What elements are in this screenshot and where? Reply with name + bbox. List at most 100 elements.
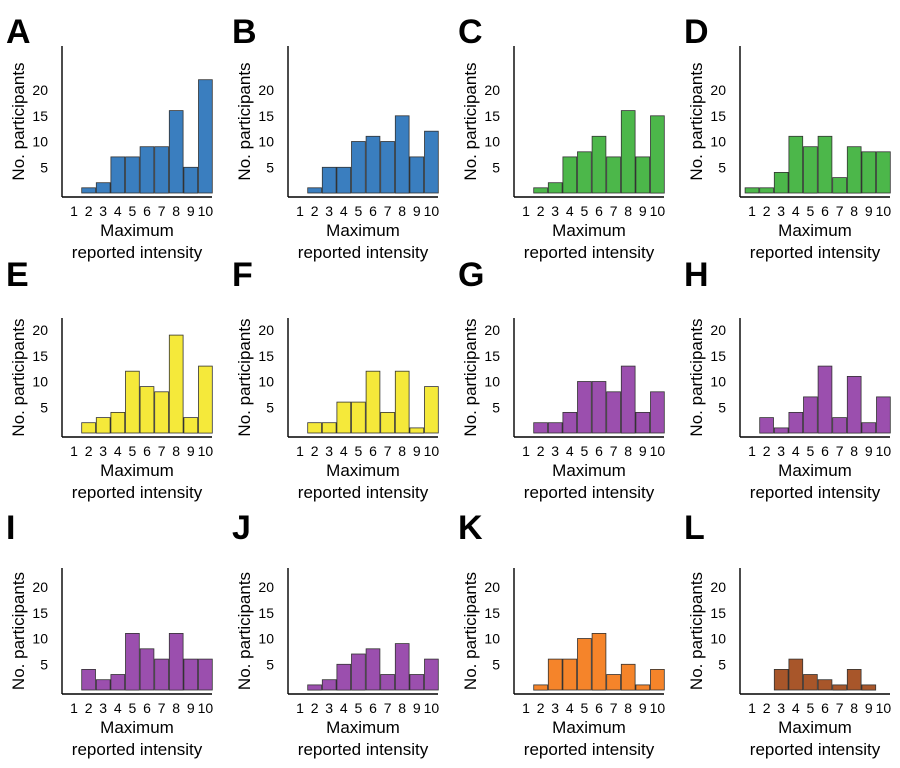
x-tick-label: 10 bbox=[876, 203, 892, 219]
x-tick-label: 4 bbox=[566, 203, 574, 219]
x-tick-label: 1 bbox=[748, 443, 756, 459]
y-tick-label: 20 bbox=[258, 82, 274, 98]
x-tick-label: 5 bbox=[129, 443, 137, 459]
x-tick-label: 5 bbox=[355, 700, 363, 716]
x-tick-label: 2 bbox=[537, 443, 545, 459]
bar-7 bbox=[832, 177, 847, 194]
bar-4 bbox=[788, 658, 804, 691]
y-tick-label: 5 bbox=[40, 656, 48, 672]
x-tick-label: 5 bbox=[807, 700, 815, 716]
bar-7 bbox=[380, 674, 395, 691]
x-tick-label: 9 bbox=[865, 203, 873, 219]
bar-10 bbox=[424, 386, 439, 434]
x-tick-label: 9 bbox=[865, 700, 873, 716]
bar-2 bbox=[759, 417, 774, 434]
bar-10 bbox=[198, 365, 213, 434]
bar-9 bbox=[409, 156, 425, 194]
x-tick-label: 8 bbox=[398, 443, 406, 459]
x-tick-label: 9 bbox=[413, 443, 421, 459]
x-tick-label: 3 bbox=[551, 443, 559, 459]
bar-10 bbox=[876, 151, 891, 194]
x-tick-label: 7 bbox=[158, 203, 166, 219]
x-tick-label: 10 bbox=[198, 203, 214, 219]
bar-8 bbox=[620, 663, 636, 691]
x-tick-label: 4 bbox=[340, 443, 348, 459]
bar-7 bbox=[606, 156, 621, 194]
y-axis-label: No. participants bbox=[235, 62, 254, 180]
bar-4 bbox=[336, 166, 352, 194]
x-tick-label: 5 bbox=[807, 203, 815, 219]
x-tick-label: 3 bbox=[551, 700, 559, 716]
y-axis-label: No. participants bbox=[687, 572, 706, 690]
x-tick-label: 6 bbox=[143, 700, 151, 716]
y-axis-label: No. participants bbox=[9, 62, 28, 180]
bar-2 bbox=[533, 187, 548, 194]
x-tick-label: 2 bbox=[311, 700, 319, 716]
x-tick-label: 8 bbox=[624, 700, 632, 716]
x-tick-label: 1 bbox=[522, 203, 530, 219]
y-tick-label: 15 bbox=[710, 605, 726, 621]
bar-6 bbox=[139, 146, 155, 194]
x-tick-label: 8 bbox=[398, 700, 406, 716]
x-tick-label: 8 bbox=[172, 700, 180, 716]
bar-3 bbox=[95, 417, 111, 434]
x-tick-label: 4 bbox=[566, 700, 574, 716]
bar-4 bbox=[788, 135, 804, 194]
bar-2 bbox=[81, 669, 96, 691]
x-axis-label-line2: reported intensity bbox=[298, 740, 429, 759]
x-tick-label: 3 bbox=[99, 700, 107, 716]
bar-3 bbox=[547, 422, 563, 434]
bar-5 bbox=[125, 370, 140, 434]
y-tick-label: 20 bbox=[710, 322, 726, 338]
x-tick-label: 2 bbox=[763, 203, 771, 219]
x-axis-label-line2: reported intensity bbox=[524, 740, 655, 759]
bar-7 bbox=[380, 411, 395, 434]
x-tick-label: 2 bbox=[311, 443, 319, 459]
x-tick-label: 6 bbox=[821, 700, 829, 716]
x-tick-label: 7 bbox=[384, 443, 392, 459]
x-tick-label: 4 bbox=[114, 203, 122, 219]
x-tick-label: 7 bbox=[384, 700, 392, 716]
bar-4 bbox=[788, 411, 804, 434]
bar-3 bbox=[773, 427, 789, 434]
bar-5 bbox=[125, 156, 140, 194]
bar-3 bbox=[547, 182, 563, 194]
x-axis-label-line2: reported intensity bbox=[524, 483, 655, 502]
bar-9 bbox=[183, 417, 199, 434]
panel-letter: E bbox=[6, 256, 29, 294]
bar-2 bbox=[81, 187, 96, 194]
y-axis-label: No. participants bbox=[687, 318, 706, 436]
bar-7 bbox=[154, 146, 169, 194]
y-tick-label: 15 bbox=[32, 605, 48, 621]
x-tick-label: 6 bbox=[369, 203, 377, 219]
panel-letter: H bbox=[684, 256, 709, 294]
bar-10 bbox=[650, 391, 665, 434]
bar-6 bbox=[139, 386, 155, 434]
y-tick-label: 15 bbox=[484, 348, 500, 364]
bar-10 bbox=[198, 658, 213, 691]
bar-9 bbox=[861, 151, 877, 194]
x-tick-label: 9 bbox=[639, 443, 647, 459]
x-tick-label: 9 bbox=[187, 700, 195, 716]
y-tick-label: 15 bbox=[258, 348, 274, 364]
y-tick-label: 15 bbox=[484, 605, 500, 621]
bar-9 bbox=[861, 422, 877, 434]
bar-8 bbox=[168, 633, 184, 691]
y-tick-label: 20 bbox=[710, 579, 726, 595]
bar-3 bbox=[95, 679, 111, 691]
x-tick-label: 1 bbox=[70, 700, 78, 716]
x-tick-label: 8 bbox=[172, 203, 180, 219]
x-axis-label-line2: reported intensity bbox=[72, 483, 203, 502]
bar-10 bbox=[650, 669, 665, 691]
x-tick-label: 2 bbox=[311, 203, 319, 219]
x-tick-label: 1 bbox=[296, 443, 304, 459]
bar-6 bbox=[365, 648, 381, 691]
x-tick-label: 10 bbox=[198, 700, 214, 716]
x-axis-label-line2: reported intensity bbox=[750, 740, 881, 759]
x-tick-label: 5 bbox=[129, 203, 137, 219]
bar-4 bbox=[110, 674, 126, 691]
y-tick-label: 20 bbox=[710, 82, 726, 98]
y-tick-label: 5 bbox=[40, 159, 48, 175]
x-tick-label: 9 bbox=[639, 203, 647, 219]
